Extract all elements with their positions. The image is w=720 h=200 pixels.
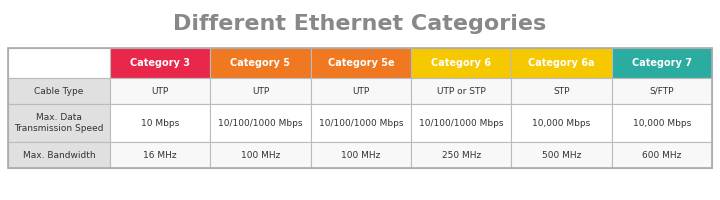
Bar xyxy=(210,78,310,104)
Text: STP: STP xyxy=(553,86,570,96)
Bar xyxy=(411,142,511,168)
Bar xyxy=(8,78,110,104)
Bar xyxy=(8,48,110,78)
Bar xyxy=(612,78,712,104)
Bar xyxy=(210,142,310,168)
Text: 600 MHz: 600 MHz xyxy=(642,150,682,160)
Bar xyxy=(612,142,712,168)
Text: UTP: UTP xyxy=(352,86,369,96)
Bar xyxy=(210,48,310,78)
Text: 100 MHz: 100 MHz xyxy=(240,150,280,160)
Text: 100 MHz: 100 MHz xyxy=(341,150,381,160)
Bar xyxy=(511,78,612,104)
Bar xyxy=(511,48,612,78)
Text: UTP: UTP xyxy=(151,86,168,96)
Text: 500 MHz: 500 MHz xyxy=(542,150,581,160)
Text: S/FTP: S/FTP xyxy=(649,86,674,96)
Text: Category 6a: Category 6a xyxy=(528,58,595,68)
Text: 10,000 Mbps: 10,000 Mbps xyxy=(633,118,691,128)
Bar xyxy=(110,48,210,78)
Bar xyxy=(411,104,511,142)
Bar xyxy=(511,104,612,142)
Bar xyxy=(310,104,411,142)
Bar xyxy=(8,48,712,168)
Text: Category 5: Category 5 xyxy=(230,58,290,68)
Bar xyxy=(511,142,612,168)
Bar xyxy=(110,142,210,168)
Text: Category 3: Category 3 xyxy=(130,58,190,68)
Bar xyxy=(612,104,712,142)
Text: Cable Type: Cable Type xyxy=(35,86,84,96)
Text: Max. Data
Transmission Speed: Max. Data Transmission Speed xyxy=(14,113,104,133)
Text: 10/100/1000 Mbps: 10/100/1000 Mbps xyxy=(218,118,302,128)
Text: 10/100/1000 Mbps: 10/100/1000 Mbps xyxy=(318,118,403,128)
Bar xyxy=(8,104,110,142)
Bar xyxy=(110,104,210,142)
Text: 250 MHz: 250 MHz xyxy=(441,150,481,160)
Text: Max. Bandwidth: Max. Bandwidth xyxy=(23,150,95,160)
Text: Category 7: Category 7 xyxy=(632,58,692,68)
Bar xyxy=(210,104,310,142)
Bar xyxy=(411,48,511,78)
Bar xyxy=(310,78,411,104)
Text: UTP: UTP xyxy=(252,86,269,96)
Bar xyxy=(8,142,110,168)
Bar xyxy=(310,48,411,78)
Text: UTP or STP: UTP or STP xyxy=(437,86,485,96)
Text: 10 Mbps: 10 Mbps xyxy=(141,118,179,128)
Text: Category 5e: Category 5e xyxy=(328,58,394,68)
Bar xyxy=(411,78,511,104)
Text: Different Ethernet Categories: Different Ethernet Categories xyxy=(174,14,546,34)
Bar xyxy=(110,78,210,104)
Bar xyxy=(612,48,712,78)
Text: 10,000 Mbps: 10,000 Mbps xyxy=(532,118,590,128)
Text: 10/100/1000 Mbps: 10/100/1000 Mbps xyxy=(419,118,503,128)
Bar xyxy=(310,142,411,168)
Text: 16 MHz: 16 MHz xyxy=(143,150,177,160)
Text: Category 6: Category 6 xyxy=(431,58,491,68)
